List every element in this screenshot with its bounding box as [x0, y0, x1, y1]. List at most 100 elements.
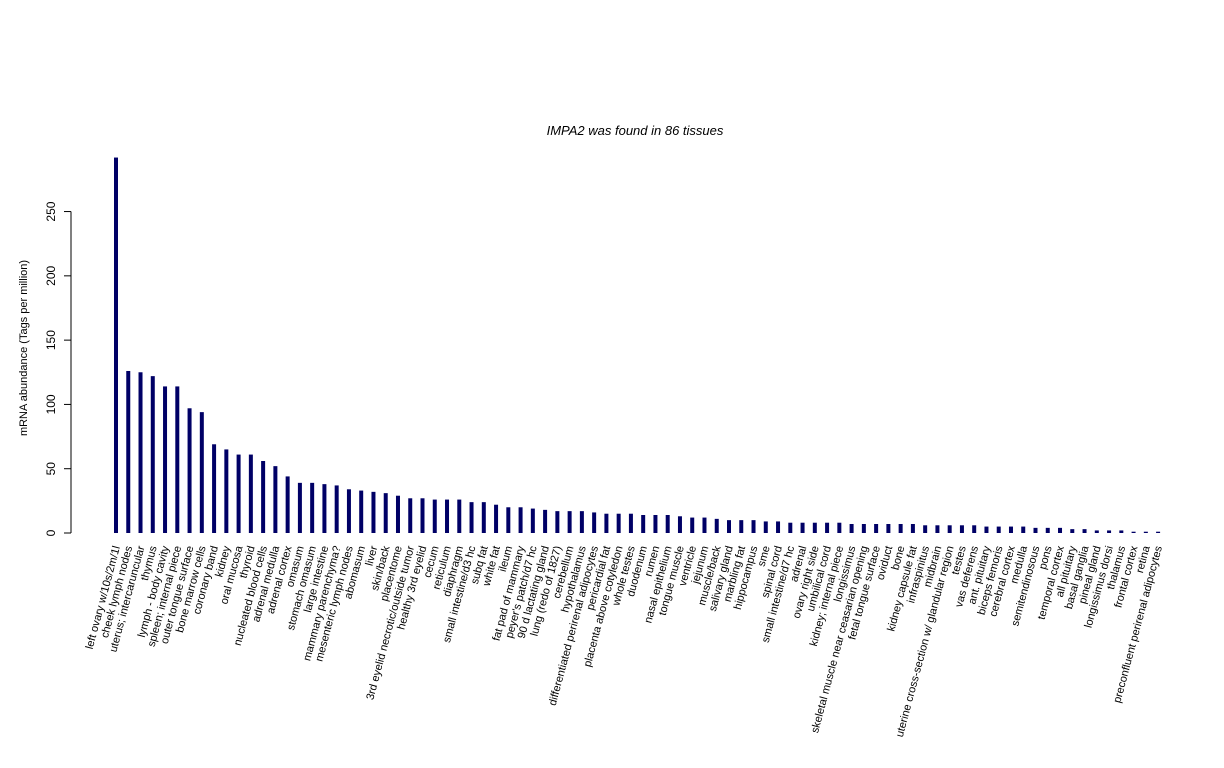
- y-axis: 0 50 100 150 200 250: [44, 201, 72, 536]
- bar: [849, 524, 854, 533]
- bar: [567, 511, 572, 533]
- bar: [1021, 526, 1026, 533]
- bar: [432, 499, 437, 533]
- y-tick-label: 250: [44, 201, 58, 221]
- bar: [1045, 527, 1050, 533]
- bar: [579, 511, 584, 533]
- bar: [395, 495, 400, 533]
- bar: [739, 520, 744, 533]
- bar: [1107, 530, 1112, 533]
- bar: [457, 499, 462, 533]
- bar: [445, 499, 450, 533]
- bar: [346, 489, 351, 533]
- y-tick-label: 200: [44, 266, 58, 286]
- bar: [592, 512, 597, 533]
- y-tick-label: 50: [44, 462, 58, 476]
- bar: [996, 526, 1001, 533]
- bar: [310, 482, 315, 533]
- bar: [1033, 527, 1038, 533]
- bar: [984, 526, 989, 533]
- bar: [530, 508, 535, 533]
- bar: [751, 520, 756, 533]
- bar: [677, 516, 682, 533]
- bar: [224, 449, 229, 533]
- bar: [543, 509, 548, 533]
- x-tick-label: sme: [756, 545, 773, 568]
- bar: [972, 525, 977, 533]
- bar: [371, 491, 376, 533]
- bar: [469, 502, 474, 533]
- bar: [236, 454, 241, 533]
- bars: [114, 157, 1161, 534]
- bar: [727, 520, 731, 533]
- bar: [690, 517, 695, 533]
- bar: [199, 412, 204, 533]
- bar: [1131, 531, 1136, 533]
- bar: [383, 493, 388, 533]
- bar: [261, 461, 266, 533]
- bar: [297, 482, 302, 533]
- bar: [959, 525, 964, 533]
- bar: [702, 517, 707, 533]
- bar: [1070, 529, 1075, 533]
- bar: [628, 513, 633, 533]
- bar: [408, 498, 413, 533]
- y-tick-label: 150: [44, 330, 58, 350]
- bar: [898, 524, 903, 533]
- bar: [212, 444, 217, 533]
- bar: [334, 485, 339, 533]
- chart-title: IMPA2 was found in 86 tissues: [547, 123, 724, 138]
- bar: [1143, 531, 1148, 533]
- bar: [163, 386, 168, 533]
- bar: [1119, 530, 1124, 533]
- bar: [273, 466, 278, 533]
- bar: [604, 513, 609, 533]
- bar: [923, 525, 928, 533]
- bar: [641, 515, 646, 533]
- bar: [812, 522, 817, 533]
- bar: [126, 370, 131, 533]
- bar: [285, 476, 290, 533]
- bar: [322, 484, 327, 533]
- bar: [837, 522, 842, 533]
- bar: [665, 515, 670, 533]
- bar: [788, 522, 793, 533]
- x-tick-label: liver: [364, 544, 381, 567]
- bar: [910, 524, 915, 533]
- bar: [1082, 529, 1087, 533]
- bar: [1094, 530, 1099, 533]
- bar: [555, 511, 560, 533]
- bar: [825, 522, 830, 533]
- bar: [518, 507, 523, 533]
- bar: [138, 372, 143, 533]
- bar: [714, 518, 719, 533]
- bar: [248, 454, 253, 533]
- bar: [1156, 531, 1161, 533]
- bar: [494, 504, 499, 533]
- bar: [481, 502, 486, 533]
- bar: [935, 525, 940, 533]
- bar: [947, 525, 952, 533]
- bar: [776, 521, 781, 533]
- y-tick-label: 100: [44, 394, 58, 414]
- y-axis-label: mRNA abundance (Tags per million): [18, 260, 30, 436]
- bar: [1058, 527, 1063, 533]
- bar: [800, 522, 805, 533]
- bar: [763, 521, 768, 533]
- bar: [114, 157, 118, 534]
- bar: [175, 386, 180, 533]
- bar: [506, 507, 511, 533]
- bar: [420, 498, 425, 533]
- bar: [886, 524, 891, 533]
- bar: [150, 376, 155, 533]
- y-tick-label: 0: [44, 529, 58, 536]
- bar: [861, 524, 866, 533]
- bar: [187, 408, 192, 533]
- bar: [1008, 526, 1013, 533]
- bar: [359, 490, 364, 533]
- bar: [653, 515, 658, 533]
- bar: [616, 513, 621, 533]
- bar: [874, 524, 879, 533]
